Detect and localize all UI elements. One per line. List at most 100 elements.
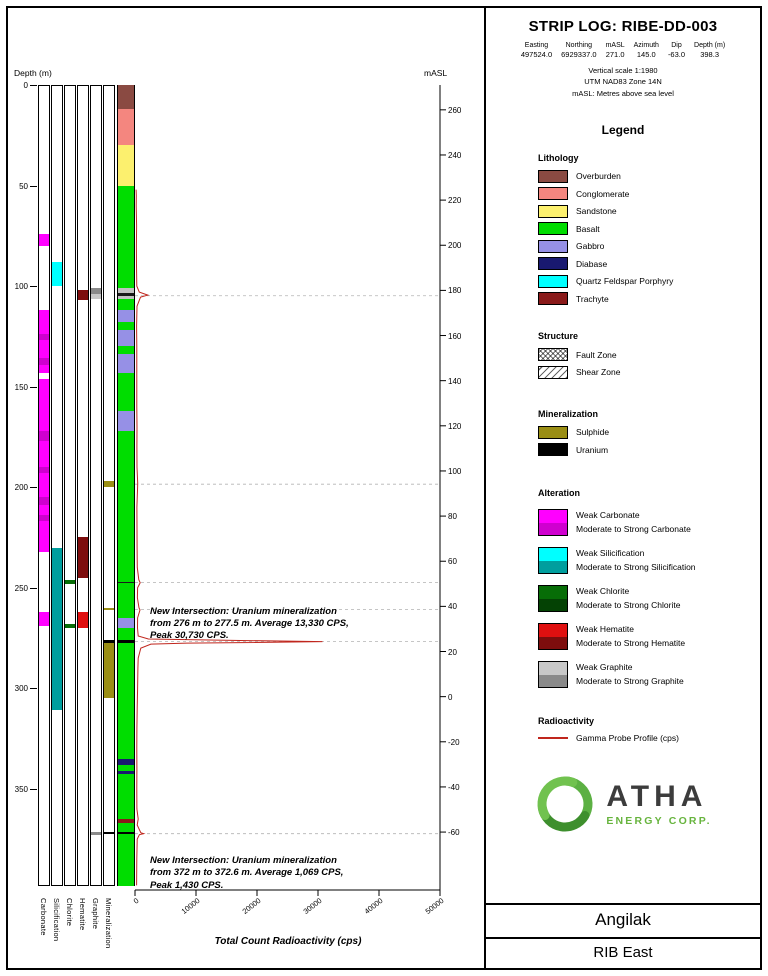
lithology-gabbro-interval: [118, 410, 134, 431]
lithology-shear-zone-interval: [118, 288, 134, 294]
lithology-basalt-interval: [118, 225, 134, 240]
collar-cell: Easting 497524.0: [521, 42, 552, 59]
weak-label: Weak Chlorite: [576, 586, 630, 597]
legend-item-label: Overburden: [576, 171, 621, 182]
legend-item-trachyte: Trachyte: [538, 292, 752, 306]
depth-tick-label: 250: [14, 583, 28, 593]
lithology-basalt-interval: [118, 823, 134, 833]
lithology-basalt-interval: [118, 257, 134, 268]
title-block: Angilak RIB East: [486, 903, 760, 968]
collar-cell: Northing 6929337.0: [561, 42, 596, 59]
collar-table: Easting 497524.0 Northing 6929337.0 mASL 271.…: [494, 42, 752, 59]
legend-item-gabbro: Gabbro: [538, 239, 752, 253]
masl-tick-label: 40: [448, 602, 457, 612]
lithology-basalt-interval: [118, 400, 134, 411]
mineralization-sulphide-interval: [104, 643, 114, 699]
lithology-gabbro-interval: [118, 330, 134, 347]
cps-tick-label: 50000: [423, 896, 446, 916]
atha-logo: ATHA ENERGY CORP.: [494, 773, 752, 835]
lithology-conglomerate-interval: [118, 109, 134, 146]
legend-item-shear-zone: Shear Zone: [538, 365, 752, 379]
alteration-carbonate-interval: [39, 440, 49, 468]
weak-swatch: [539, 586, 567, 599]
legend-item-uranium: Uranium: [538, 443, 752, 457]
legend-lithology-items: Overburden Conglomerate Sandstone Basalt Gab…: [538, 169, 752, 306]
legend-item-overburden: Overburden: [538, 169, 752, 183]
lithology-basalt-interval: [118, 643, 134, 699]
lithology-trachyte-interval: [118, 819, 134, 824]
collar-value: 6929337.0: [561, 50, 597, 59]
masl-tick-label: 0: [448, 692, 453, 702]
gabbro-swatch: [538, 239, 568, 253]
lithology-basalt-interval: [118, 834, 134, 886]
logo-subtitle: ENERGY CORP.: [606, 814, 712, 827]
sulphide-swatch: [538, 425, 568, 439]
gamma-profile-line: [135, 189, 323, 886]
alteration-hematite-interval: [78, 290, 88, 301]
legend-item-label: Gabbro: [576, 241, 605, 252]
legend-section-mineralization: Mineralization Sulphide Uranium: [538, 409, 752, 457]
gamma-line-swatch: [538, 737, 568, 740]
legend-item-label: Gamma Probe Profile (cps): [576, 733, 679, 744]
masl-tick-label: 200: [448, 241, 462, 251]
alteration-hematite-interval: [78, 537, 88, 578]
strong-swatch: [539, 522, 567, 536]
cps-tick-label: 40000: [362, 896, 385, 916]
depth-tick: [30, 688, 37, 690]
info-panel: STRIP LOG: RIBE-DD-003 Easting 497524.0 No…: [484, 8, 760, 968]
masl-axis-label: mASL: [424, 68, 448, 78]
lithology-basalt-interval: [118, 517, 134, 528]
logo-name: ATHA: [606, 779, 708, 813]
depth-tick: [30, 386, 37, 388]
legend-item-label: Basalt: [576, 223, 600, 234]
collar-header: Azimuth: [633, 42, 659, 49]
weak-swatch: [539, 548, 567, 561]
legend-pair-weak-carbonate: Weak Carbonate Moderate to Strong Carbona…: [538, 509, 752, 537]
masl-tick-label: 80: [448, 512, 457, 522]
legend-pair-labels: Weak Hematite Moderate to Strong Hematite: [576, 623, 685, 650]
conglomerate-swatch: [538, 187, 568, 201]
legend-section-structure: Structure Fault Zone Shear Zone: [538, 331, 752, 379]
lithology-basalt-interval: [118, 239, 134, 250]
depth-tick: [30, 286, 37, 288]
sandstone-swatch: [538, 204, 568, 218]
legend-item-label: Quartz Feldspar Porphyry: [576, 276, 674, 287]
masl-tick-label: -60: [448, 828, 460, 838]
lithology-basalt-interval: [118, 278, 134, 289]
legend-section-lithology: Lithology Overburden Conglomerate Sandston…: [538, 153, 752, 306]
weak-chlorite-swatch: [538, 585, 568, 613]
alteration-graphite-interval: [91, 832, 101, 836]
collar-header: Easting: [524, 42, 549, 49]
legend-item-label: Trachyte: [576, 293, 609, 304]
depth-tick-label: 100: [14, 282, 28, 292]
legend-item-label: Sulphide: [576, 427, 610, 438]
lithology-sandstone-interval: [118, 145, 134, 186]
alteration-carbonate-interval: [39, 497, 49, 506]
collar-header: mASL: [605, 42, 625, 49]
lithology-gabbro-interval: [118, 354, 134, 373]
cps-tick-label: 30000: [301, 896, 324, 916]
lithology-basalt-interval: [118, 563, 134, 582]
trachyte-swatch: [538, 292, 568, 306]
depth-tick: [30, 587, 37, 589]
legend-pair-weak-hematite: Weak Hematite Moderate to Strong Hematite: [538, 623, 752, 651]
masl-tick-label: -40: [448, 782, 460, 792]
lithology-basalt-interval: [118, 372, 134, 383]
weak-swatch: [539, 624, 567, 637]
lithology-basalt-interval: [118, 583, 134, 608]
lithology-marker-interval: [118, 581, 134, 584]
mineralization-sulphide-interval: [104, 608, 114, 611]
collar-cell: Dip -63.0: [668, 42, 685, 59]
collar-value: -63.0: [667, 50, 686, 59]
alteration-hematite-interval: [78, 611, 88, 628]
masl-tick-label: -20: [448, 737, 460, 747]
lithology-basalt-interval: [118, 773, 134, 819]
lithology-shear-zone-interval: [118, 296, 134, 300]
collar-value: 497524.0: [520, 50, 553, 59]
lithology-basalt-interval: [118, 495, 134, 518]
alteration-carbonate-interval: [39, 358, 49, 365]
depth-axis-label: Depth (m): [14, 68, 52, 78]
column-graphite: [90, 85, 102, 886]
diabase-swatch: [538, 257, 568, 271]
shear-zone-swatch: [538, 365, 568, 379]
